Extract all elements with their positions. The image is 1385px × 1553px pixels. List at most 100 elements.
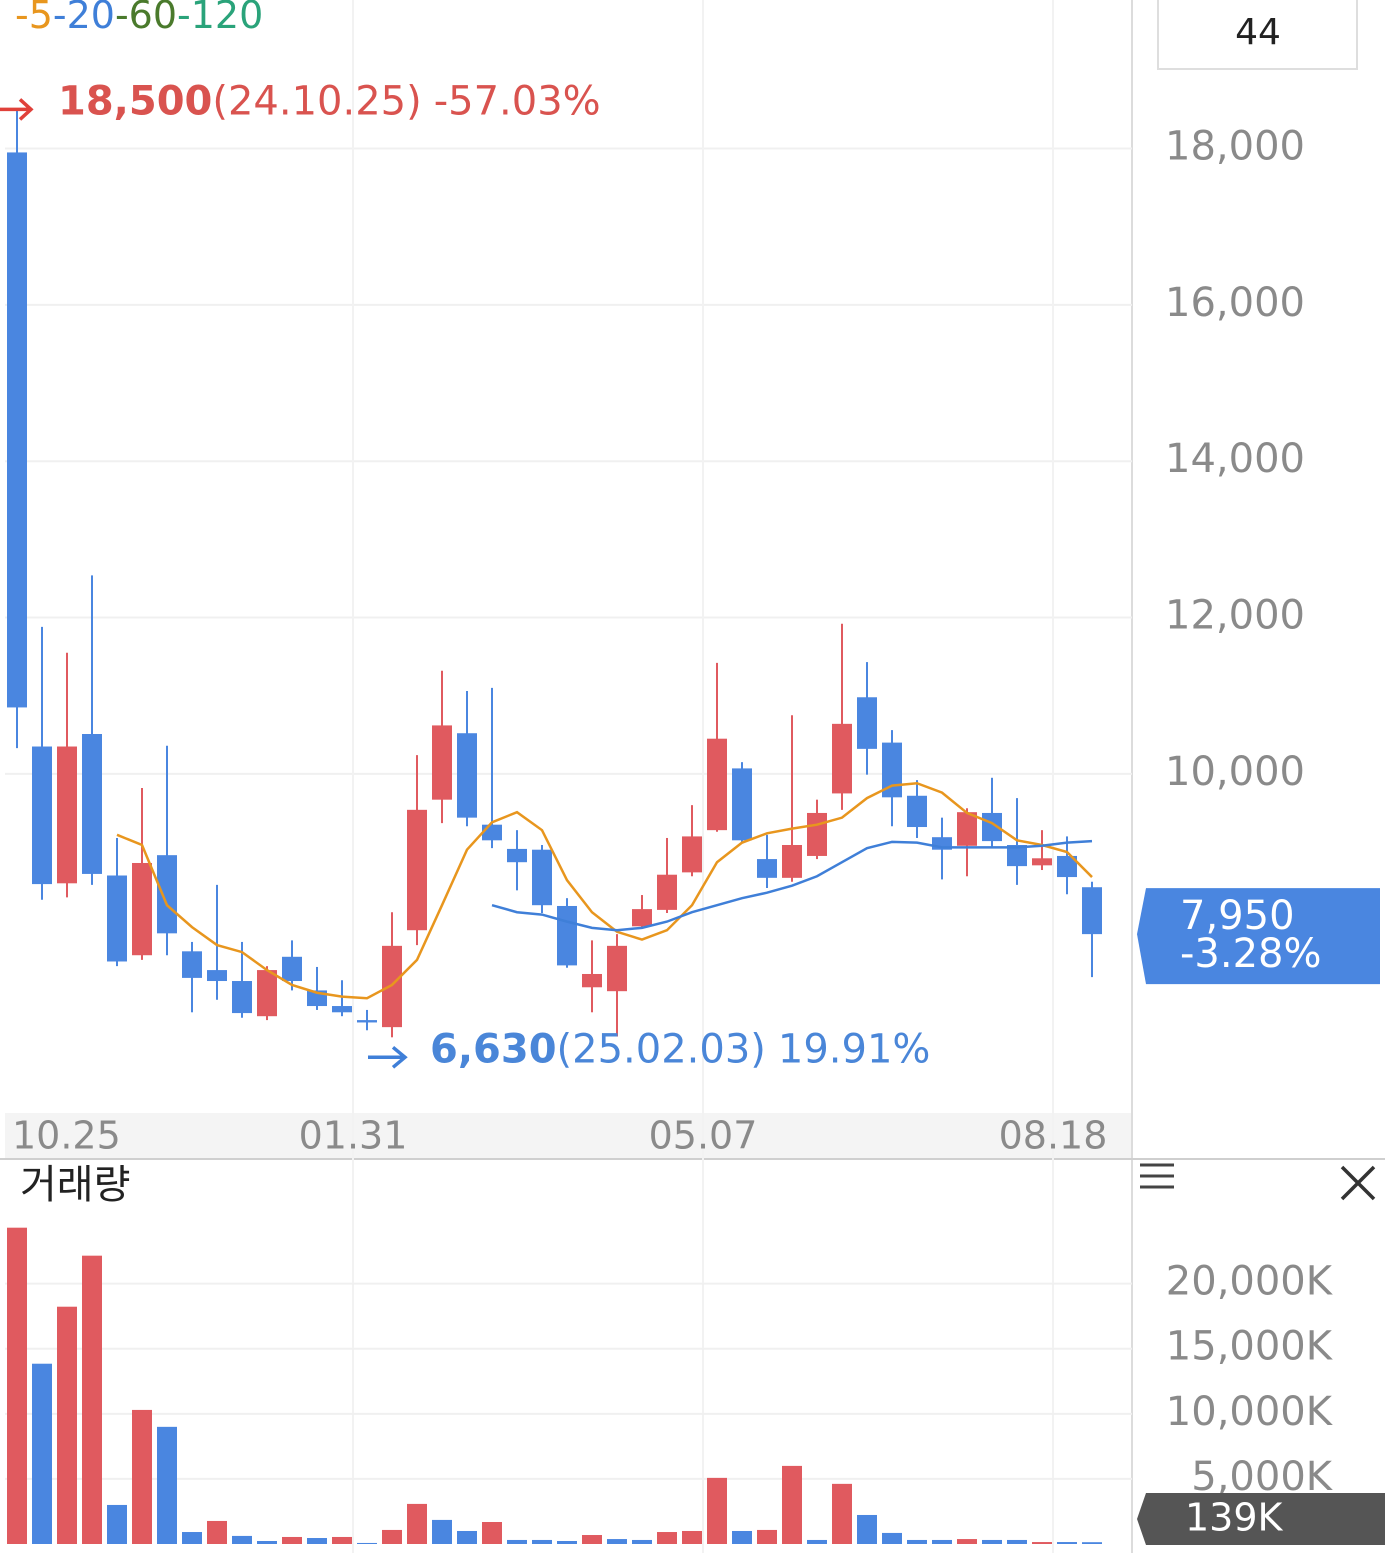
legend-entry: -5 (15, 0, 53, 37)
volume-bar (282, 1536, 302, 1544)
volume-bar (32, 1363, 52, 1544)
candle-body (732, 768, 752, 841)
volume-bar (232, 1535, 252, 1544)
volume-bar (432, 1519, 452, 1544)
candle-body (132, 862, 152, 956)
y-tick-label: 18,000 (1165, 124, 1305, 170)
candle-body (1032, 858, 1052, 866)
volume-bar (1082, 1542, 1102, 1544)
volume-bar (207, 1520, 227, 1544)
candle-body (32, 746, 52, 885)
candle-body (557, 905, 577, 966)
candle-body (682, 836, 702, 873)
volume-bar (807, 1539, 827, 1544)
ma-line (491, 839, 1093, 932)
candle-body (757, 859, 777, 878)
volume-bar (1032, 1542, 1052, 1544)
candle-body (1057, 855, 1077, 878)
volume-bar (957, 1539, 977, 1544)
last-change: -3.28% (1180, 931, 1322, 977)
volume-bar (132, 1409, 152, 1544)
count-box (1157, 0, 1358, 70)
x-tick-label: 08.18 (999, 1114, 1108, 1158)
candle-body (357, 1020, 377, 1023)
candle-body (457, 733, 477, 818)
last-price: 7,950 (1180, 893, 1295, 939)
candle-body (382, 945, 402, 1028)
volume-bar (157, 1426, 177, 1544)
volume-bar (882, 1532, 902, 1544)
y-tick-label: 12,000 (1165, 593, 1305, 639)
volume-bar (832, 1483, 852, 1544)
candle-body (657, 874, 677, 910)
volume-bar (382, 1529, 402, 1544)
y-tick-label: 10,000K (1166, 1389, 1334, 1435)
volume-bar (82, 1255, 102, 1544)
volume-bar (557, 1541, 577, 1544)
candle-body (232, 981, 252, 1014)
min-change: 19.91% (778, 1026, 931, 1072)
candle-body (157, 855, 177, 934)
volume-bar (732, 1530, 752, 1544)
candle-body (432, 725, 452, 800)
max-arrow (0, 98, 34, 121)
y-tick-label: 10,000 (1165, 749, 1305, 795)
volume-bar (857, 1514, 877, 1544)
volume-bar (357, 1542, 377, 1544)
candle-body (1007, 845, 1027, 867)
candle-body (782, 845, 802, 878)
candle-body (282, 956, 302, 982)
candle-body (857, 697, 877, 749)
volume-bar (657, 1532, 677, 1544)
candle-body (332, 1006, 352, 1013)
candle-body (882, 742, 902, 798)
volume-bar (632, 1539, 652, 1544)
candle-body (107, 875, 127, 962)
volume-bar (782, 1465, 802, 1544)
volume-bar (707, 1477, 727, 1544)
volume-bar (57, 1306, 77, 1544)
volume-bar (407, 1503, 427, 1544)
candle-body (632, 909, 652, 927)
volume-title: 거래량 (20, 1162, 130, 1208)
last-volume-box (1137, 1493, 1385, 1545)
y-tick-label: 14,000 (1165, 436, 1305, 482)
max-value: 18,500 (58, 78, 212, 124)
candle-body (1082, 887, 1102, 935)
volume-bar (757, 1529, 777, 1544)
volume-bar (582, 1535, 602, 1544)
volume-bar (182, 1532, 202, 1544)
candle-body (507, 848, 527, 863)
legend-entry: -20 (53, 0, 115, 37)
candle-body (257, 970, 277, 1017)
volume-bar (307, 1538, 327, 1544)
volume-bar (7, 1227, 27, 1544)
candle-body (82, 734, 102, 874)
volume-bar (107, 1504, 127, 1544)
candle-body (832, 723, 852, 794)
legend-entry: -120 (177, 0, 263, 37)
x-axis-strip (5, 1113, 1132, 1158)
volume-bar (682, 1530, 702, 1544)
volume-bar (607, 1539, 627, 1544)
menu-icon[interactable] (1140, 1163, 1174, 1189)
max-date: (24.10.25) (212, 78, 421, 124)
ma-legend: -5-20-60-120 (15, 0, 263, 37)
max-annotation: 18,500(24.10.25) -57.03% (58, 78, 601, 124)
volume-bar (457, 1530, 477, 1544)
y-tick-label: 20,000K (1166, 1259, 1334, 1305)
volume-bar (1007, 1539, 1027, 1544)
close-icon[interactable] (1340, 1165, 1376, 1201)
candle-body (207, 970, 227, 982)
candle-body (532, 849, 552, 906)
min-date: (25.02.03) (557, 1026, 766, 1072)
y-tick-label: 16,000 (1165, 280, 1305, 326)
min-value: 6,630 (430, 1026, 557, 1072)
volume-bar (532, 1539, 552, 1544)
volume-bar (507, 1539, 527, 1544)
candle-body (807, 812, 827, 856)
volume-bar (932, 1539, 952, 1544)
volume-bar (907, 1539, 927, 1544)
candle-body (582, 973, 602, 988)
